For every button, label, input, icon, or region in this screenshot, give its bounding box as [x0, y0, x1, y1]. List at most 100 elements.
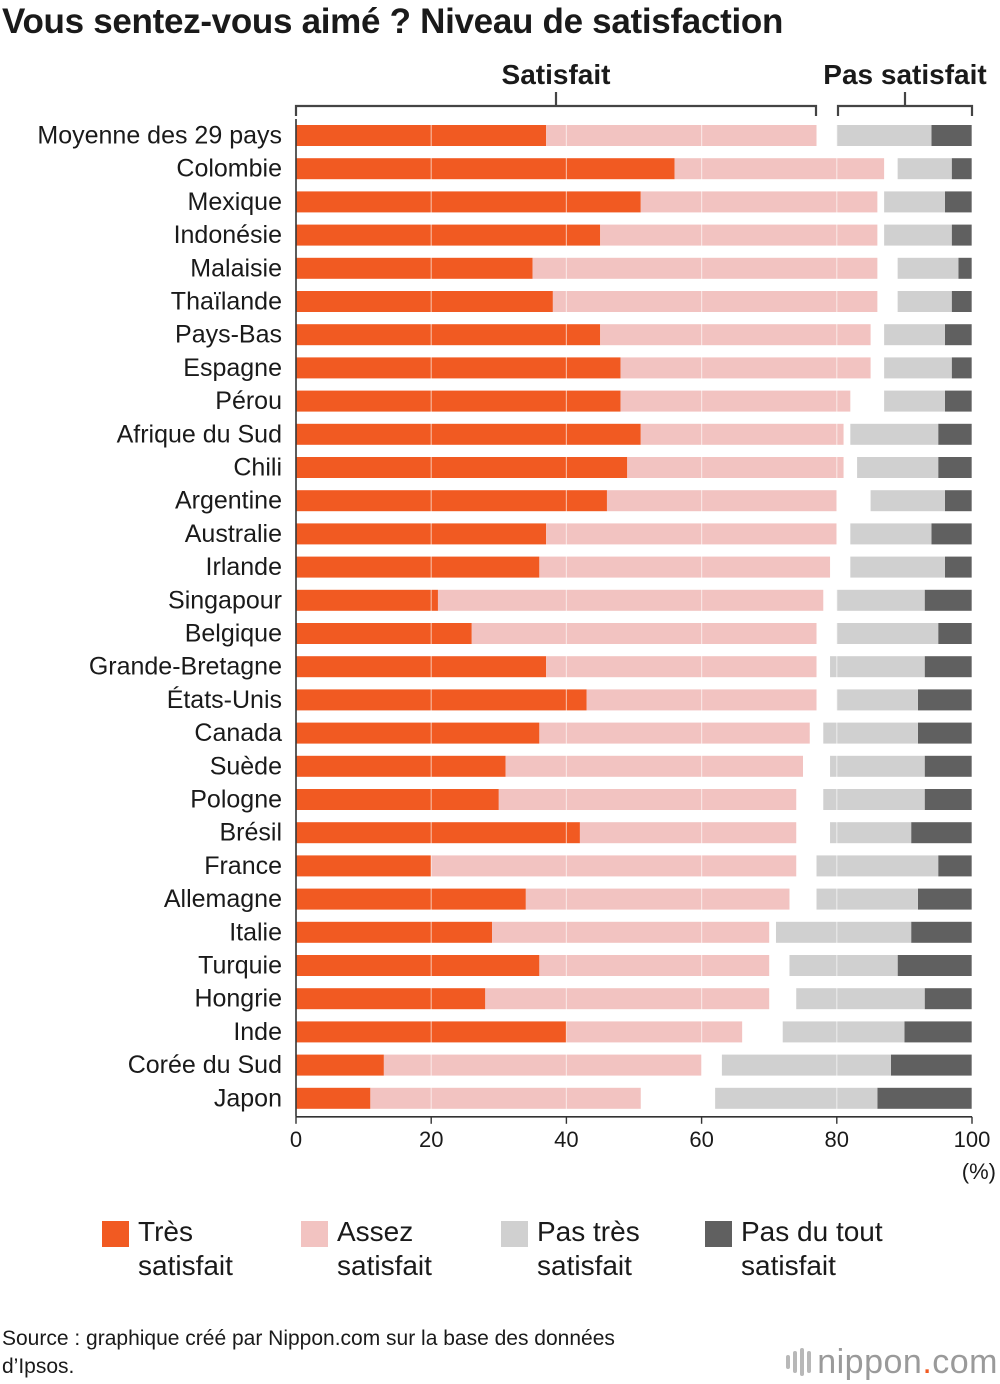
bar-segment-assez-satisfait: [525, 888, 790, 910]
bar-segment-pas-tres-satisfait: [850, 423, 939, 445]
legend-swatch: [705, 1221, 732, 1247]
category-label-pologne: Pologne: [190, 786, 282, 814]
category-label-espagne: Espagne: [183, 354, 282, 382]
bar-segment-tres-satisfait: [296, 457, 628, 478]
bar-segment-pas-tres-satisfait: [816, 888, 918, 910]
bar-row-pologne: [296, 789, 972, 810]
bar-segment-tres-satisfait: [296, 755, 506, 777]
not-satisfied-group-label: Pas satisfait: [823, 59, 986, 90]
bar-segment-assez-satisfait: [471, 623, 817, 644]
bar-segment-pas-du-tout-satisfait: [938, 855, 972, 877]
bar-segment-assez-satisfait: [383, 1054, 702, 1076]
bar-segment-assez-satisfait: [370, 1087, 641, 1109]
x-tick-label-0: 0: [290, 1127, 302, 1152]
logo-text: nippon.com: [817, 1342, 998, 1381]
bar-segment-pas-tres-satisfait: [775, 921, 912, 943]
bar-segment-pas-du-tout-satisfait: [944, 556, 972, 578]
bar-row-grande-bretagne: [296, 656, 972, 678]
bar-segment-pas-tres-satisfait: [836, 689, 918, 711]
bar-segment-tres-satisfait: [296, 623, 472, 644]
bar-segment-pas-du-tout-satisfait: [924, 755, 972, 777]
bar-segment-pas-du-tout-satisfait: [890, 1054, 972, 1076]
bar-segment-pas-tres-satisfait: [823, 789, 925, 810]
bar-row-bresil: [296, 822, 972, 844]
bar-segment-tres-satisfait: [296, 556, 540, 578]
bar-segment-tres-satisfait: [296, 589, 438, 611]
category-label-canada: Canada: [194, 719, 282, 747]
category-label-australie: Australie: [185, 520, 282, 548]
bar-segment-pas-du-tout-satisfait: [951, 158, 972, 180]
satisfied-group-label: Satisfait: [502, 59, 611, 90]
category-label-grande-bretagne: Grande-Bretagne: [89, 653, 282, 681]
bar-segment-tres-satisfait: [296, 257, 533, 279]
bar-segment-pas-tres-satisfait: [721, 1054, 891, 1076]
bar-segment-assez-satisfait: [539, 556, 831, 578]
category-label-allemagne: Allemagne: [164, 885, 282, 913]
bar-row-argentine: [296, 490, 972, 512]
legend-label: Assez satisfait: [337, 1216, 432, 1281]
legend-label: Très satisfait: [138, 1216, 233, 1281]
bar-segment-pas-tres-satisfait: [897, 291, 952, 312]
bar-segment-assez-satisfait: [640, 423, 844, 445]
category-label-inde: Inde: [233, 1018, 282, 1046]
nippon-logo[interactable]: nippon.com: [786, 1340, 998, 1384]
bar-segment-pas-du-tout-satisfait: [924, 589, 972, 611]
bar-segment-assez-satisfait: [627, 457, 844, 478]
legend-swatch: [501, 1221, 528, 1247]
bar-segment-tres-satisfait: [296, 523, 547, 545]
category-label-malaisie: Malaisie: [190, 254, 282, 282]
category-label-hongrie: Hongrie: [194, 985, 282, 1013]
bar-segment-pas-du-tout-satisfait: [924, 988, 972, 1010]
bar-segment-pas-tres-satisfait: [897, 158, 952, 180]
chart-title: Vous sentez-vous aimé ? Niveau de satisf…: [2, 2, 784, 41]
bar-segment-tres-satisfait: [296, 324, 601, 346]
bar-segment-assez-satisfait: [552, 291, 878, 312]
bar-segment-pas-tres-satisfait: [884, 357, 952, 379]
bar-segment-pas-tres-satisfait: [836, 125, 932, 146]
bar-segment-pas-du-tout-satisfait: [931, 523, 972, 545]
category-label-thailande: Thaïlande: [171, 288, 282, 316]
bar-row-australie: [296, 523, 972, 545]
bar-segment-pas-du-tout-satisfait: [897, 955, 972, 976]
bar-row-malaisie: [296, 257, 972, 279]
legend-label: Pas très satisfait: [537, 1216, 640, 1281]
bar-segment-tres-satisfait: [296, 955, 540, 976]
bar-segment-pas-tres-satisfait: [850, 556, 945, 578]
bar-segment-pas-tres-satisfait: [816, 855, 939, 877]
bar-segment-pas-tres-satisfait: [897, 257, 959, 279]
bar-segment-assez-satisfait: [539, 722, 810, 744]
bar-segment-tres-satisfait: [296, 158, 675, 180]
bar-row-hongrie: [296, 988, 972, 1010]
bar-row-belgique: [296, 623, 972, 644]
bar-segment-pas-du-tout-satisfait: [938, 423, 972, 445]
bar-segment-pas-du-tout-satisfait: [938, 623, 972, 644]
category-label-italie: Italie: [229, 918, 282, 946]
x-tick-label-80: 80: [825, 1127, 849, 1152]
bar-segment-pas-du-tout-satisfait: [944, 324, 972, 346]
bar-segment-tres-satisfait: [296, 689, 587, 711]
x-tick-label-100: 100: [954, 1127, 991, 1152]
bar-segment-pas-du-tout-satisfait: [917, 888, 972, 910]
bar-segment-assez-satisfait: [674, 158, 885, 180]
bar-segment-tres-satisfait: [296, 656, 547, 678]
category-label-colombie: Colombie: [176, 155, 282, 183]
category-label-turquie: Turquie: [198, 952, 282, 980]
bar-segment-pas-du-tout-satisfait: [951, 291, 972, 312]
bar-row-suede: [296, 755, 972, 777]
bar-row-allemagne: [296, 888, 972, 910]
category-label-moyenne-des-29-pays: Moyenne des 29 pays: [37, 122, 282, 150]
bar-row-france: [296, 855, 972, 877]
bar-row-afrique-du-sud: [296, 423, 972, 445]
bar-row-italie: [296, 921, 972, 943]
bar-segment-pas-tres-satisfait: [884, 324, 945, 346]
bar-row-canada: [296, 722, 972, 744]
bar-row-turquie: [296, 955, 972, 976]
bar-segment-pas-du-tout-satisfait: [924, 656, 972, 678]
bar-row-espagne: [296, 357, 972, 379]
category-label-pays-bas: Pays-Bas: [175, 321, 282, 349]
bar-row-thailande: [296, 291, 972, 312]
category-label-perou: Pérou: [215, 387, 282, 415]
bar-segment-pas-du-tout-satisfait: [924, 789, 972, 810]
bar-segment-pas-du-tout-satisfait: [917, 722, 972, 744]
bar-segment-tres-satisfait: [296, 722, 540, 744]
